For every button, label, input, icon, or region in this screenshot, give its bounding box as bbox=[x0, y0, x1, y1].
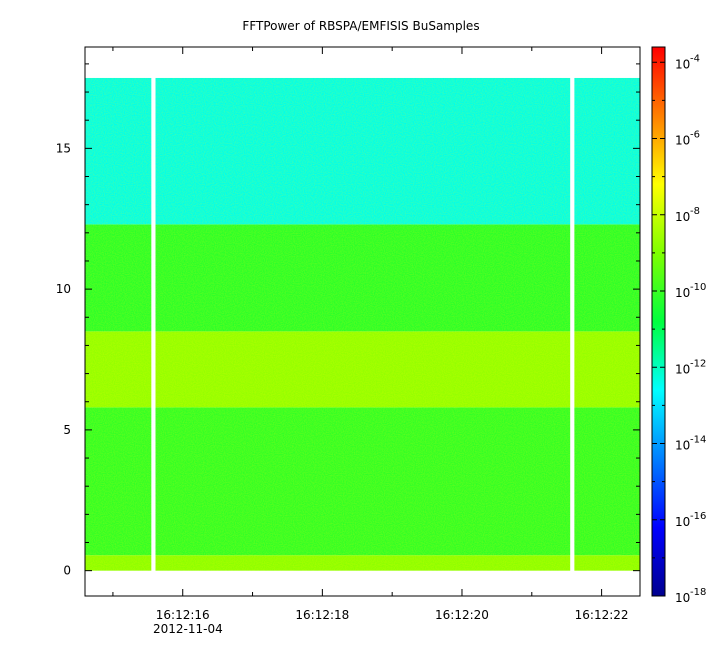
colorbar-tick-label: 10 -4 bbox=[675, 53, 700, 71]
colorbar-label-exponent: -4 bbox=[690, 53, 700, 64]
colorbar-label-base: 10 bbox=[675, 286, 690, 300]
colorbar-label-base: 10 bbox=[675, 134, 690, 148]
x-tick-label: 16:12:16 bbox=[156, 608, 210, 622]
colorbar-label-base: 10 bbox=[675, 362, 690, 376]
colorbar-label-base: 10 bbox=[675, 210, 690, 224]
x-date-label: 2012-11-04 bbox=[153, 622, 223, 636]
x-tick-label: 16:12:22 bbox=[575, 608, 629, 622]
data-gap-2 bbox=[570, 47, 575, 596]
plot-area bbox=[85, 47, 640, 596]
y-tick-label: 0 bbox=[63, 564, 71, 578]
colorbar-tick-label: 10 -8 bbox=[675, 206, 700, 224]
noise-texture bbox=[85, 77, 640, 571]
y-axis: 0 5 10 15 bbox=[56, 63, 640, 578]
colorbar-label-exponent: -18 bbox=[690, 587, 706, 598]
colorbar-label-exponent: -10 bbox=[690, 282, 706, 293]
colorbar-tick-label: 10 -16 bbox=[675, 511, 706, 529]
colorbar-tick-label: 10 -12 bbox=[675, 358, 706, 376]
colorbar-tick-label: 10 -18 bbox=[675, 587, 706, 605]
chart-title: FFTPower of RBSPA/EMFISIS BuSamples bbox=[242, 19, 479, 33]
colorbar-tick-label: 10 -14 bbox=[675, 435, 706, 453]
plot-frame bbox=[84, 46, 641, 597]
y-tick-label: 10 bbox=[56, 282, 71, 296]
y-tick-label: 15 bbox=[56, 141, 71, 155]
colorbar-label-exponent: -14 bbox=[690, 435, 706, 446]
colorbar-label-base: 10 bbox=[675, 439, 690, 453]
colorbar-label-base: 10 bbox=[675, 515, 690, 529]
y-tick-label: 5 bbox=[63, 423, 71, 437]
colorbar-label-base: 10 bbox=[675, 591, 690, 605]
colorbar-label-exponent: -16 bbox=[690, 511, 706, 522]
x-tick-label: 16:12:20 bbox=[435, 608, 489, 622]
colorbar bbox=[651, 46, 666, 597]
colorbar-label-exponent: -8 bbox=[690, 206, 700, 217]
data-gap-1 bbox=[151, 47, 156, 596]
x-axis: 16:12:16 16:12:18 16:12:20 16:12:22 bbox=[112, 47, 629, 622]
colorbar-tick-label: 10 -6 bbox=[675, 130, 700, 148]
colorbar-label-exponent: -12 bbox=[690, 358, 706, 369]
colorbar-label-base: 10 bbox=[675, 57, 690, 71]
colorbar-label-exponent: -6 bbox=[690, 130, 700, 141]
x-tick-label: 16:12:18 bbox=[295, 608, 349, 622]
colorbar-tick-label: 10 -10 bbox=[675, 282, 706, 300]
